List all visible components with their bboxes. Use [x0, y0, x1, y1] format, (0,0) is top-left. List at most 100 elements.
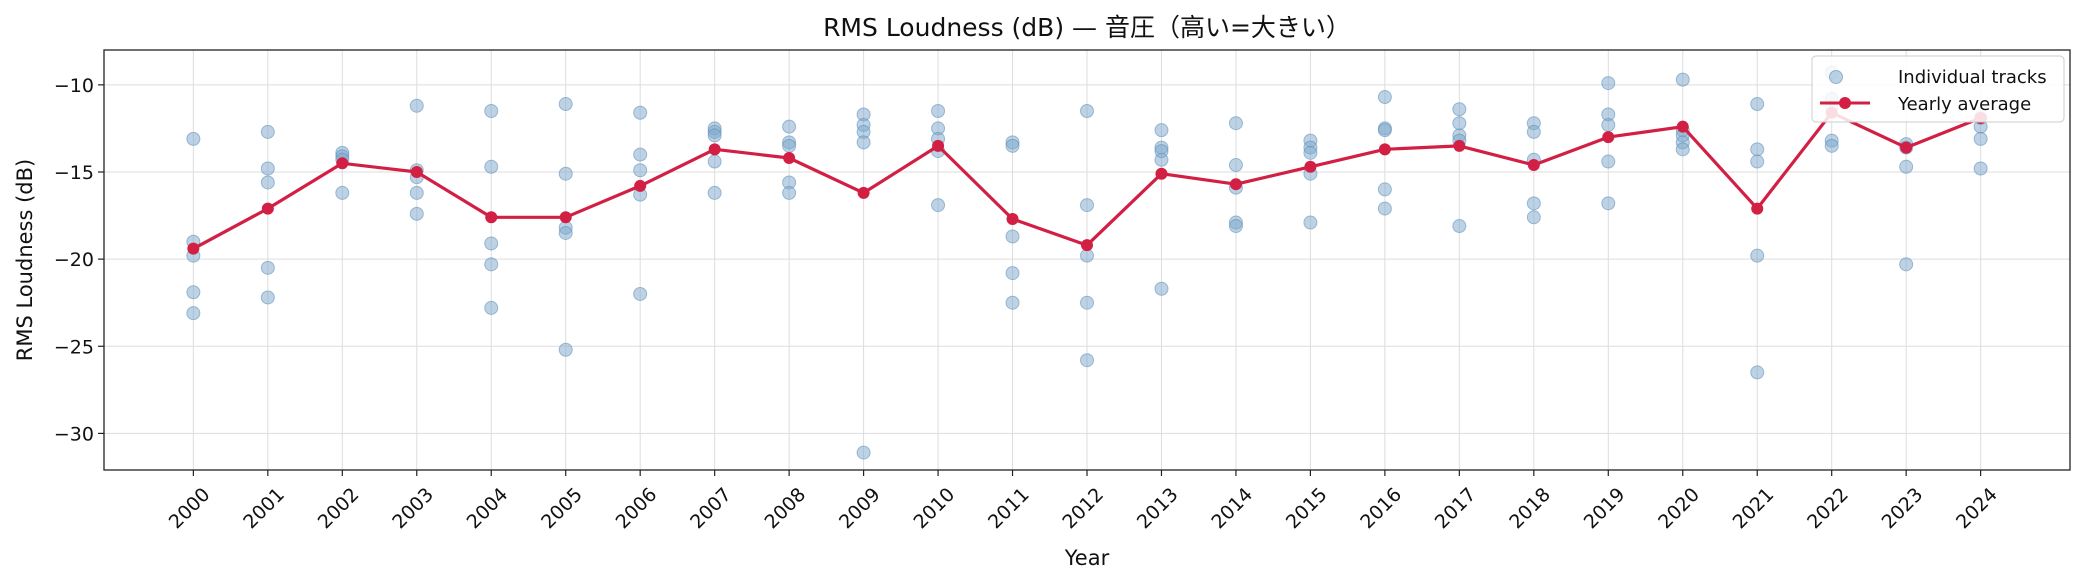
track-point	[558, 166, 573, 181]
track-point	[707, 185, 722, 200]
x-tick-label: 2007	[686, 484, 736, 534]
track-point	[633, 147, 648, 162]
track-point	[1452, 102, 1467, 117]
track-point	[1303, 145, 1318, 160]
track-point	[186, 285, 201, 300]
track-point	[1601, 117, 1616, 132]
track-point	[1526, 196, 1541, 211]
track-point	[1750, 248, 1765, 263]
track-point	[782, 138, 797, 153]
track-point	[856, 445, 871, 460]
track-point	[484, 103, 499, 118]
track-point	[1154, 144, 1169, 159]
track-point	[707, 128, 722, 143]
track-point	[707, 154, 722, 169]
x-tick-label: 2015	[1282, 484, 1332, 534]
average-point	[1006, 213, 1019, 226]
average-point	[1676, 120, 1689, 133]
average-point	[1602, 131, 1615, 144]
average-point	[1155, 167, 1168, 180]
track-point	[1303, 215, 1318, 230]
track-point	[1228, 158, 1243, 173]
x-tick-label: 2022	[1803, 484, 1853, 534]
x-tick-label: 2004	[463, 484, 513, 534]
track-point	[484, 300, 499, 315]
track-point	[1005, 229, 1020, 244]
x-tick-label: 2016	[1356, 484, 1406, 534]
average-point	[187, 242, 200, 255]
track-point	[1750, 365, 1765, 380]
track-point	[782, 119, 797, 134]
legend: Individual tracks Yearly average	[1811, 55, 2065, 123]
x-tick-label: 2005	[537, 484, 587, 534]
track-point	[1973, 161, 1988, 176]
track-point	[260, 161, 275, 176]
track-point	[409, 185, 424, 200]
track-point	[1377, 182, 1392, 197]
track-point	[1228, 116, 1243, 131]
legend-box	[1811, 55, 2065, 123]
average-point	[634, 179, 647, 192]
track-point	[558, 225, 573, 240]
track-point	[1601, 196, 1616, 211]
x-tick-label: 2012	[1058, 484, 1108, 534]
x-tick-label: 2010	[909, 484, 959, 534]
y-tick-label: −15	[54, 162, 94, 184]
track-point	[1601, 76, 1616, 91]
average-point	[485, 211, 498, 224]
track-point	[484, 236, 499, 251]
average-point	[783, 152, 796, 165]
chart-title: RMS Loudness (dB) — 音圧（高い=大きい）	[823, 13, 1351, 42]
x-tick-label: 2001	[239, 484, 289, 534]
y-axis-ticks: −30 −25 −20 −15 −10	[54, 75, 104, 445]
legend-marker-tracks	[1829, 70, 1843, 84]
track-point	[1526, 124, 1541, 139]
track-point	[1228, 219, 1243, 234]
track-point	[335, 185, 350, 200]
x-tick-label: 2003	[388, 484, 438, 534]
x-tick-label: 2011	[984, 484, 1034, 534]
x-tick-label: 2020	[1654, 484, 1704, 534]
track-point	[633, 286, 648, 301]
average-point	[1304, 160, 1317, 173]
track-point	[931, 103, 946, 118]
scatter-points	[186, 65, 1988, 460]
track-point	[1005, 266, 1020, 281]
track-point	[1377, 123, 1392, 138]
x-tick-label: 2017	[1431, 484, 1481, 534]
track-point	[558, 97, 573, 112]
average-point	[1751, 202, 1764, 215]
legend-label-tracks: Individual tracks	[1898, 67, 2047, 88]
track-point	[1080, 198, 1094, 213]
average-point	[1378, 143, 1391, 156]
track-point	[1005, 138, 1020, 153]
track-point	[1080, 295, 1094, 310]
track-point	[409, 98, 424, 113]
track-point	[484, 257, 499, 272]
average-point	[1229, 178, 1242, 191]
average-point	[932, 139, 945, 152]
x-axis-label: Year	[1064, 546, 1110, 570]
track-point	[1750, 142, 1765, 157]
average-point	[336, 157, 349, 170]
track-point	[633, 163, 648, 178]
average-point	[1900, 141, 1913, 154]
track-point	[1973, 131, 1988, 146]
track-point	[1675, 142, 1690, 157]
y-tick-label: −10	[54, 75, 94, 97]
average-point	[857, 186, 870, 199]
track-point	[186, 131, 201, 146]
track-point	[260, 260, 275, 275]
average-point	[559, 211, 572, 224]
track-point	[260, 175, 275, 190]
legend-marker-average	[1839, 97, 1851, 109]
average-point	[1081, 239, 1093, 252]
x-tick-label: 2006	[612, 484, 662, 534]
y-axis-label: RMS Loudness (dB)	[13, 159, 37, 361]
x-tick-label: 2000	[165, 484, 215, 534]
track-point	[260, 290, 275, 305]
track-point	[1452, 219, 1467, 234]
track-point	[1154, 123, 1169, 138]
x-tick-label: 2024	[1952, 484, 2002, 534]
